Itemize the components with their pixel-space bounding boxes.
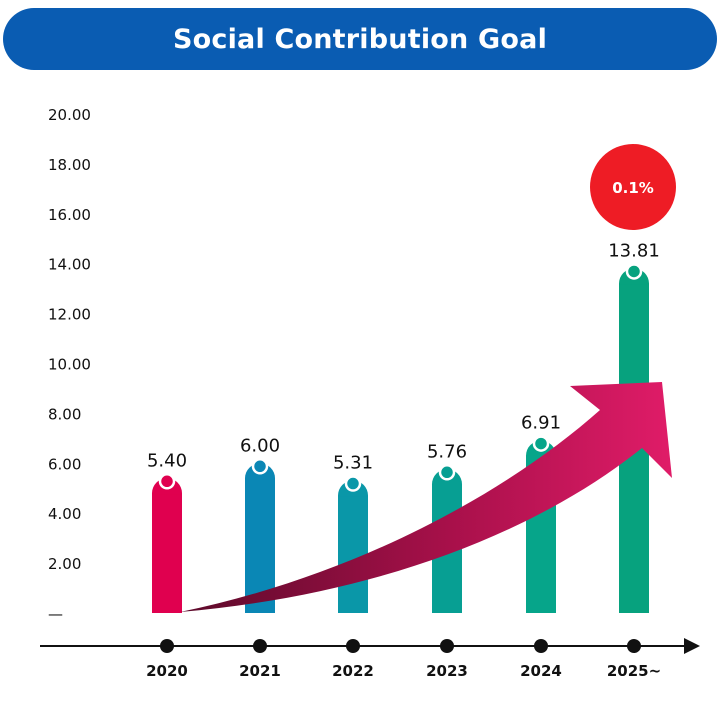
value-label: 6.91 [521, 413, 561, 434]
bar-base [338, 496, 368, 613]
bar-marker [158, 473, 176, 490]
bar-marker [532, 435, 550, 452]
x-axis-dot [627, 639, 641, 653]
x-axis-dot [346, 639, 360, 653]
x-tick-label: 2021 [239, 662, 281, 680]
title-banner: Social Contribution Goal [3, 8, 717, 70]
x-axis-dot [440, 639, 454, 653]
highlight-badge [590, 144, 676, 230]
trend-arrow [180, 382, 672, 612]
value-label: 5.40 [147, 450, 187, 471]
x-tick-label: 2024 [520, 662, 562, 680]
value-label: 5.31 [333, 453, 373, 474]
x-axis-dot [253, 639, 267, 653]
bar-marker [251, 458, 269, 475]
y-tick-label: 2.00 [48, 555, 81, 573]
y-tick-label: 20.00 [48, 106, 91, 124]
y-tick-label: 12.00 [48, 306, 91, 324]
bar-marker [438, 464, 456, 481]
y-tick-label: 4.00 [48, 505, 81, 523]
value-label: 13.81 [608, 240, 660, 261]
x-axis-dot [534, 639, 548, 653]
x-tick-label: 2020 [146, 662, 188, 680]
y-tick-label: 8.00 [48, 405, 81, 423]
x-axis-arrowhead [684, 638, 700, 654]
bar-base [152, 494, 182, 613]
chart-title: Social Contribution Goal [172, 23, 548, 55]
y-tick-label: 18.00 [48, 156, 91, 174]
value-label: 6.00 [240, 435, 280, 456]
y-tick-label: 6.00 [48, 455, 81, 473]
x-tick-label: 2025~ [607, 662, 661, 680]
x-tick-label: 2022 [332, 662, 374, 680]
value-label: 5.76 [427, 441, 467, 462]
y-tick-label: 16.00 [48, 206, 91, 224]
x-axis-dot [160, 639, 174, 653]
y-tick-label: 10.00 [48, 356, 91, 374]
y-tick-label: — [48, 605, 63, 623]
y-tick-label: 14.00 [48, 256, 91, 274]
bar-marker [625, 263, 643, 280]
highlight-badge-text: 0.1% [612, 179, 654, 197]
x-tick-label: 2023 [426, 662, 468, 680]
bar-marker [344, 475, 362, 492]
